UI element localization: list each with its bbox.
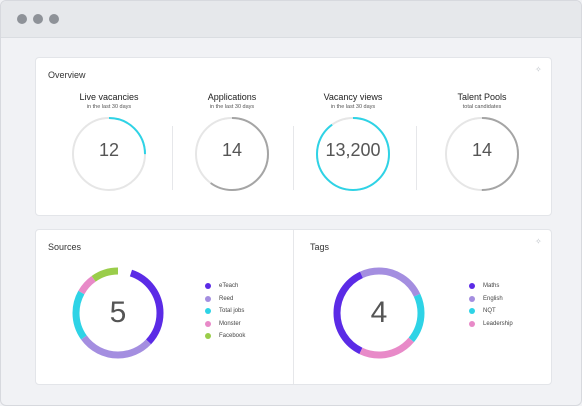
sources-legend: eTeach Reed Total jobs Monster Facebook: [205, 280, 245, 343]
legend-item[interactable]: Total jobs: [205, 305, 245, 318]
legend-label: Leadership: [483, 320, 513, 327]
donut-segment: [72, 267, 164, 359]
legend-item[interactable]: Facebook: [205, 330, 245, 343]
pin-icon[interactable]: ✧: [535, 65, 542, 74]
legend-swatch-icon: [469, 283, 475, 290]
metric-ring: [316, 117, 390, 191]
legend-label: eTeach: [219, 283, 239, 290]
sources-title: Sources: [48, 242, 82, 252]
metric-ring: [72, 117, 146, 191]
window-dot-icon[interactable]: [49, 14, 59, 24]
window-dot-icon[interactable]: [17, 14, 27, 24]
metric-title: Talent Pools: [457, 92, 507, 102]
donut-segment: [333, 267, 425, 359]
metric-subtitle: in the last 30 days: [330, 104, 376, 110]
donut-segment: [333, 267, 425, 359]
breakdown-card: Sources Tags ✧ 5 eTeach Reed Total jobs Mon…: [35, 229, 552, 385]
legend-label: Monster: [219, 320, 241, 327]
ring-progress: [72, 117, 146, 191]
metric-value: 12: [98, 140, 120, 160]
donut-segment: [72, 267, 164, 359]
legend-label: Total jobs: [219, 308, 245, 315]
metric-ring: [445, 117, 519, 191]
window-titlebar: [1, 1, 581, 38]
legend-swatch-icon: [205, 295, 211, 302]
overview-title: Overview: [48, 70, 86, 80]
metric-vacancy-views[interactable]: Vacancy views in the last 30 days 13,200: [293, 92, 413, 191]
legend-item[interactable]: English: [469, 293, 513, 306]
donut-segment: [72, 267, 164, 359]
metric-title: Vacancy views: [323, 92, 383, 102]
divider: [293, 230, 294, 384]
donut-segment: [333, 267, 425, 359]
legend-label: English: [483, 295, 503, 302]
metric-ring: [195, 117, 269, 191]
legend-item[interactable]: Reed: [205, 293, 245, 306]
tags-total: 4: [370, 296, 388, 329]
legend-item[interactable]: Leadership: [469, 318, 513, 331]
legend-item[interactable]: Maths: [469, 280, 513, 293]
tags-donut-chart[interactable]: [329, 263, 429, 363]
legend-label: Reed: [219, 295, 234, 302]
divider: [293, 126, 294, 190]
sources-donut-chart[interactable]: [68, 263, 168, 363]
donut-segment: [333, 267, 425, 359]
legend-swatch-icon: [469, 308, 475, 315]
donut-segment: [72, 267, 164, 359]
metric-subtitle: in the last 30 days: [86, 104, 132, 110]
legend-swatch-icon: [205, 283, 211, 290]
ring-progress: [316, 117, 390, 191]
legend-label: NQT: [483, 308, 496, 315]
legend-label: Maths: [483, 283, 500, 290]
tags-title: Tags: [310, 242, 330, 252]
legend-item[interactable]: Monster: [205, 318, 245, 331]
legend-item[interactable]: eTeach: [205, 280, 245, 293]
pin-icon[interactable]: ✧: [535, 237, 542, 246]
metric-applications[interactable]: Applications in the last 30 days 14: [172, 92, 292, 191]
metric-title: Live vacancies: [79, 92, 139, 102]
legend-swatch-icon: [205, 333, 211, 340]
legend-swatch-icon: [205, 320, 211, 327]
divider: [416, 126, 417, 190]
window-dot-icon[interactable]: [33, 14, 43, 24]
legend-label: Facebook: [219, 333, 246, 340]
legend-swatch-icon: [469, 320, 475, 327]
metric-value: 13,200: [325, 140, 381, 160]
ring-progress: [195, 117, 269, 191]
metric-value: 14: [221, 140, 243, 160]
metric-talent-pools[interactable]: Talent Pools total candidates 14: [422, 92, 542, 191]
ring-progress: [445, 117, 519, 191]
sources-total: 5: [109, 296, 127, 329]
overview-card: Overview ✧ Live vacancies in the last 30…: [35, 57, 552, 216]
metric-live-vacancies[interactable]: Live vacancies in the last 30 days 12: [49, 92, 169, 191]
tags-legend: Maths English NQT Leadership: [469, 280, 513, 330]
metric-subtitle: total candidates: [462, 104, 502, 110]
legend-swatch-icon: [205, 308, 211, 315]
metric-subtitle: in the last 30 days: [209, 104, 255, 110]
legend-item[interactable]: NQT: [469, 305, 513, 318]
divider: [172, 126, 173, 190]
metric-value: 14: [471, 140, 493, 160]
legend-swatch-icon: [469, 295, 475, 302]
metric-title: Applications: [207, 92, 257, 102]
